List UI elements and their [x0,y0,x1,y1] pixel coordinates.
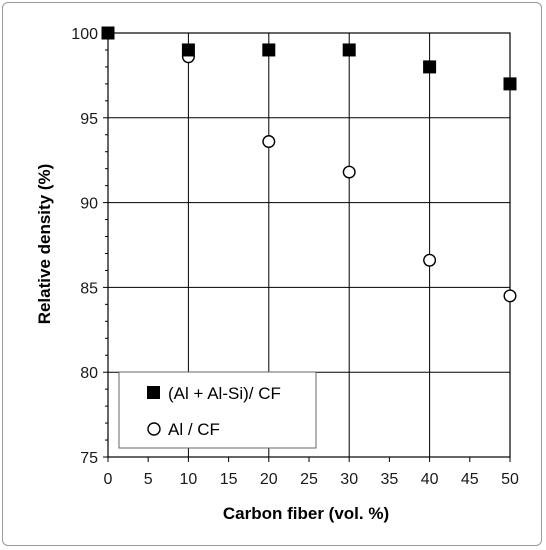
legend-label-series-1: (Al + Al-Si)/ CF [168,384,281,403]
data-point-al-alsi-cf [423,60,437,74]
x-axis-tick-labels: 0 5 10 15 20 25 30 35 40 45 50 [104,471,519,488]
data-point-al-cf [342,165,356,179]
data-point-al-alsi-cf [503,77,517,91]
y-tick-label: 85 [80,280,98,297]
y-tick-label: 95 [80,111,98,128]
y-tick-label: 100 [71,26,98,43]
x-axis-title: Carbon fiber (vol. %) [223,504,389,523]
data-point-al-alsi-cf [342,43,356,57]
chart-frame [2,2,542,546]
data-point-al-cf [503,289,517,303]
data-point-al-cf [262,135,276,149]
x-tick-label: 35 [381,471,399,488]
x-tick-label: 15 [220,471,238,488]
y-tick-label: 75 [80,450,98,467]
x-tick-label: 50 [501,471,519,488]
y-tick-label: 80 [80,365,98,382]
legend: (Al + Al-Si)/ CF Al / CF [118,371,317,449]
data-point-al-cf [423,253,437,267]
data-point-al-alsi-cf [262,43,276,57]
x-tick-label: 45 [461,471,479,488]
y-axis-tick-labels: 75 80 85 90 95 100 [71,26,98,467]
data-markers [101,26,517,303]
x-tick-label: 25 [300,471,318,488]
x-tick-label: 20 [260,471,278,488]
x-tick-label: 40 [421,471,439,488]
x-tick-label: 5 [144,471,153,488]
y-tick-label: 90 [80,196,98,213]
legend-label-series-2: Al / CF [168,420,220,439]
y-axis-title: Relative density (%) [35,164,54,325]
data-point-al-alsi-cf [181,43,195,57]
x-tick-label: 10 [180,471,198,488]
x-tick-label: 0 [104,471,113,488]
legend-marker-circle [147,422,161,436]
data-point-al-alsi-cf [101,26,115,40]
legend-marker-square [147,386,160,399]
x-tick-label: 30 [340,471,358,488]
